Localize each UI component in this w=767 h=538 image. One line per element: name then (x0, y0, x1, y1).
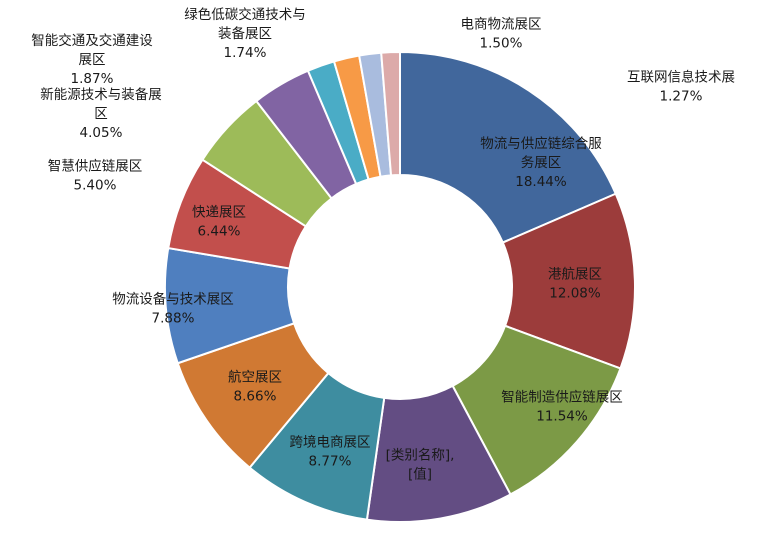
slice-category-label: 港航展区 (548, 267, 602, 283)
slice-value-label: 8.66% (234, 389, 277, 405)
slice-value-label: 4.05% (80, 125, 123, 141)
slice-labels: 物流与供应链综合服务展区 18.44% 港航展区 12.08% 智能制造供应链展区 11.… (31, 6, 735, 483)
slice-value-label: 1.87% (71, 71, 114, 87)
slice-value-label: 11.54% (536, 409, 588, 425)
slice-value-label: 1.50% (480, 36, 523, 52)
slice-value-label: 1.74% (224, 45, 267, 61)
slice-value-label: 6.44% (198, 224, 241, 240)
slice-category-label: 区 (94, 106, 108, 122)
slice-value-label: [值] (408, 467, 432, 483)
slice-value-label: 5.40% (74, 178, 117, 194)
donut-slice (501, 192, 636, 370)
donut-slice (380, 50, 401, 177)
slice-category-label: 智能交通及交通建设 (31, 32, 153, 49)
slice-category-label: 智能制造供应链展区 (501, 389, 623, 406)
slice-category-label: 物流设备与技术展区 (112, 291, 234, 308)
slice-category-label: 展区 (79, 52, 106, 68)
slice-category-label: 跨境电商展区 (290, 435, 371, 451)
slice-label: 新能源技术与装备展区 4.05% (40, 86, 162, 141)
slice-label: 物流设备与技术展区 7.88% (112, 291, 234, 327)
slice-category-label: 快递展区 (192, 205, 246, 221)
slice-label: 航空展区 8.66% (228, 370, 282, 405)
slice-value-label: 1.27% (660, 89, 703, 105)
slice-label: 快递展区 6.44% (192, 205, 246, 240)
slice-label: 港航展区 12.08% (548, 267, 602, 302)
slice-category-label: 电商物流展区 (461, 17, 542, 33)
slice-label: 电商物流展区 1.50% (461, 17, 542, 52)
slice-category-label: 新能源技术与装备展 (40, 86, 162, 103)
slice-value-label: 8.77% (309, 454, 352, 470)
slice-label: 绿色低碳交通技术与装备展区 1.74% (184, 6, 306, 61)
slice-category-label: 航空展区 (228, 370, 282, 386)
slice-category-label: 务展区 (521, 155, 562, 171)
slice-category-label: 互联网信息技术展 (627, 69, 735, 86)
slice-label: 互联网信息技术展 1.27% (627, 69, 735, 105)
slice-category-label: 绿色低碳交通技术与 (184, 6, 306, 23)
slice-label: 跨境电商展区 8.77% (290, 435, 371, 470)
donut-slices (164, 50, 636, 523)
slice-category-label: 智慧供应链展区 (48, 158, 143, 175)
donut-slice (399, 50, 618, 244)
slice-label: [类别名称], [值] (386, 448, 455, 483)
slice-category-label: 物流与供应链综合服 (480, 135, 602, 152)
slice-category-label: [类别名称], (386, 448, 455, 464)
slice-label: 智能交通及交通建设展区 1.87% (31, 32, 153, 87)
slice-label: 智慧供应链展区 5.40% (48, 158, 143, 194)
slice-label: 物流与供应链综合服务展区 18.44% (480, 135, 602, 190)
slice-value-label: 7.88% (152, 311, 195, 327)
slice-value-label: 12.08% (549, 286, 601, 302)
slice-category-label: 装备展区 (218, 25, 272, 42)
slice-value-label: 18.44% (515, 174, 567, 190)
slice-label: 智能制造供应链展区 11.54% (501, 389, 623, 425)
